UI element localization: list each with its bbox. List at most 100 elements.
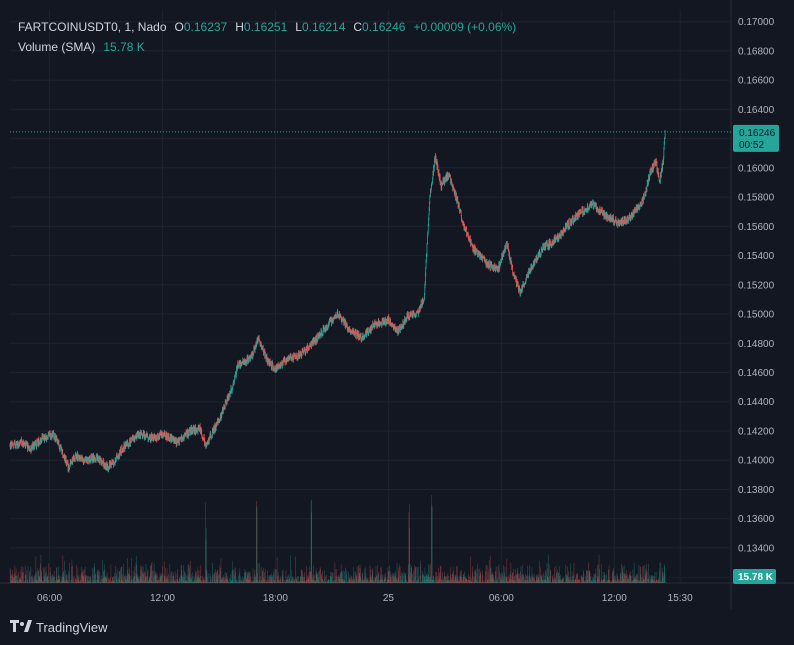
volume-bar (267, 570, 268, 583)
volume-bar (471, 580, 472, 583)
volume-bar (507, 581, 508, 583)
volume-bar (453, 577, 455, 583)
volume-bar (390, 574, 392, 583)
volume-bar (51, 574, 53, 583)
volume-bar (529, 574, 530, 583)
volume-bar (369, 581, 370, 583)
volume-bar (45, 566, 47, 583)
volume-label[interactable]: Volume (SMA) (18, 40, 96, 54)
y-tick-label: 0.15200 (738, 280, 775, 291)
volume-bar (120, 566, 122, 583)
volume-bar (514, 576, 515, 583)
volume-bar (111, 580, 112, 583)
volume-bar (67, 581, 69, 583)
volume-bar (137, 580, 139, 583)
volume-bar (179, 578, 180, 583)
volume-bar (359, 576, 361, 583)
volume-bar (291, 576, 293, 583)
volume-bar (572, 579, 574, 583)
volume-bar (319, 566, 321, 583)
volume-bar (446, 580, 448, 583)
volume-bar (212, 574, 214, 583)
volume-bar (45, 571, 47, 583)
volume-bar (102, 578, 104, 583)
volume-bar (243, 578, 244, 583)
volume-bar (305, 582, 306, 583)
volume-bar (286, 578, 288, 583)
volume-bar (417, 579, 419, 583)
volume-bar (272, 575, 273, 583)
volume-bar (155, 576, 157, 583)
y-tick-label: 0.15800 (738, 193, 775, 204)
volume-bar (354, 579, 355, 583)
volume-bar (236, 579, 237, 583)
volume-bar (261, 580, 262, 583)
volume-bar (247, 580, 249, 583)
volume-bar (536, 578, 537, 583)
volume-bar (370, 579, 372, 583)
volume-bar (222, 577, 224, 583)
volume-bar (222, 578, 224, 583)
volume-bar (131, 581, 133, 583)
volume-bar (223, 575, 224, 583)
volume-bar (293, 578, 295, 583)
volume-bar (396, 562, 398, 583)
volume-bar (424, 582, 426, 583)
volume-bar (380, 567, 381, 583)
volume-bar (628, 575, 630, 583)
volume-bar (298, 576, 299, 583)
volume-bar (421, 582, 423, 583)
volume-bar (346, 573, 347, 583)
volume-bar (395, 571, 396, 583)
volume-bar (547, 576, 548, 583)
volume-bar (505, 580, 507, 583)
volume-bar (105, 575, 107, 583)
volume-bar (52, 577, 54, 583)
volume-bar (127, 573, 129, 583)
volume-bar (304, 580, 305, 583)
volume-bar (604, 575, 605, 583)
volume-bar (195, 570, 196, 583)
volume-bar (577, 574, 579, 583)
volume-bar (54, 577, 55, 583)
volume-bar (640, 566, 641, 583)
volume-bar (392, 582, 393, 583)
volume-bar (171, 582, 172, 583)
volume-bar (401, 581, 402, 583)
volume-bar (618, 579, 620, 583)
volume-bar (616, 580, 617, 583)
volume-bar (90, 576, 92, 583)
volume-bar (276, 582, 278, 583)
volume-bar (393, 573, 395, 583)
volume-bar (174, 581, 175, 583)
volume-bar (296, 577, 298, 583)
volume-bar (445, 576, 447, 583)
volume-bar (34, 575, 35, 583)
volume-bar (228, 582, 229, 583)
volume-bar (377, 579, 379, 583)
volume-bar (517, 567, 518, 583)
volume-bar (199, 577, 200, 583)
volume-bar (461, 579, 463, 583)
volume-bar (464, 581, 466, 583)
volume-bar (331, 580, 333, 583)
volume-bar (550, 569, 551, 583)
volume-bar (358, 579, 360, 583)
brand-footer[interactable]: TradingView (10, 619, 108, 635)
volume-bar (314, 574, 315, 583)
volume-bar (436, 572, 437, 583)
volume-bar (601, 578, 602, 583)
volume-bar (114, 573, 115, 583)
volume-bar (432, 580, 434, 583)
volume-bar (408, 512, 410, 583)
volume-bar (352, 578, 354, 583)
volume-bar (406, 578, 407, 583)
volume-bar (531, 567, 533, 583)
volume-bar (56, 577, 57, 583)
volume-bar (173, 582, 175, 583)
volume-bar (461, 570, 462, 583)
symbol-title[interactable]: FARTCOINUSDT0, 1, Nado (18, 20, 167, 34)
volume-bar (68, 570, 69, 583)
volume-bar (280, 581, 282, 583)
